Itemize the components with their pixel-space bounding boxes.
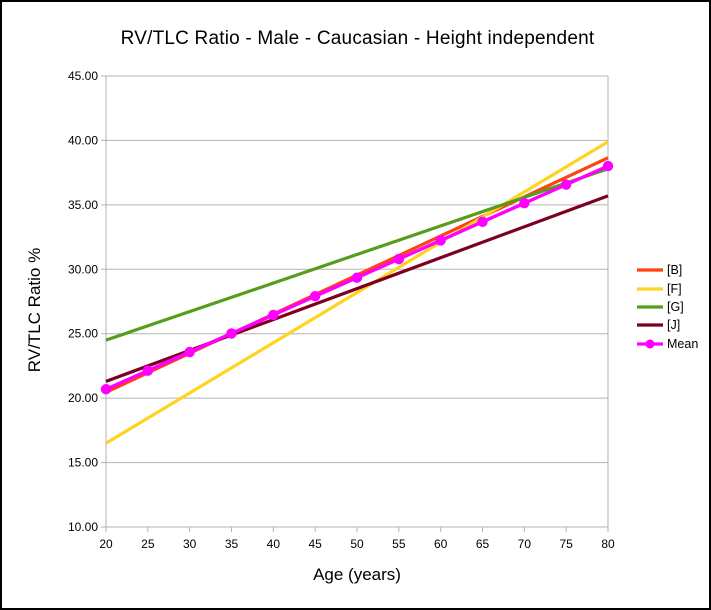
series-marker-Mean [560, 179, 572, 190]
legend: [B] [F] [G] [J] Mean [637, 261, 698, 353]
x-tick-label: 30 [183, 537, 197, 551]
legend-item-G: [G] [637, 298, 698, 316]
legend-key-icon [637, 286, 663, 291]
x-tick-label: 25 [141, 537, 155, 551]
legend-item-B: [B] [637, 261, 698, 279]
series-marker-Mean [184, 346, 195, 358]
legend-key-icon [637, 323, 663, 327]
legend-label: [F] [667, 281, 682, 296]
y-tick-label: 40.00 [68, 133, 98, 147]
y-tick-label: 10.00 [68, 520, 98, 534]
legend-label: [B] [667, 263, 683, 278]
x-tick-label: 65 [476, 537, 490, 551]
series-marker-Mean [100, 384, 112, 395]
y-tick-label: 30.00 [68, 262, 98, 276]
x-tick-label: 20 [99, 537, 113, 551]
legend-key-icon [637, 305, 663, 309]
series-marker-Mean [268, 309, 279, 321]
series-line-J [105, 194, 609, 383]
y-tick-label: 45.00 [68, 69, 98, 83]
series-line-F [105, 140, 609, 445]
legend-item-Mean: Mean [637, 335, 698, 353]
x-tick-label: 80 [601, 537, 615, 551]
legend-key-icon [637, 268, 663, 272]
x-axis-title: Age (years) [313, 565, 401, 584]
x-tick-label: 40 [267, 537, 281, 551]
y-tick-label: 35.00 [68, 198, 98, 212]
series-marker-Mean [142, 365, 154, 376]
y-tick-label: 15.00 [68, 456, 98, 470]
legend-key-icon [637, 339, 663, 349]
x-tick-label: 45 [308, 537, 322, 551]
legend-marker-sample [645, 339, 655, 349]
series-line-G [105, 167, 609, 342]
series-marker-Mean [226, 328, 237, 339]
legend-label: [G] [667, 299, 684, 314]
x-tick-label: 50 [350, 537, 364, 551]
x-tick-label: 35 [225, 537, 239, 551]
series-marker-Mean [477, 216, 488, 228]
y-tick-label: 25.00 [68, 327, 98, 341]
chart-title: RV/TLC Ratio - Male - Caucasian - Height… [120, 28, 595, 49]
series-marker-Mean [309, 291, 321, 302]
legend-label: Mean [667, 336, 699, 351]
legend-item-J: [J] [637, 316, 698, 334]
series-marker-Mean [519, 197, 530, 209]
x-tick-label: 75 [559, 537, 573, 551]
legend-label: [J] [667, 318, 681, 333]
y-axis-title: RV/TLC Ratio % [25, 247, 44, 373]
x-tick-label: 60 [434, 537, 448, 551]
x-tick-label: 70 [518, 537, 532, 551]
x-tick-label: 55 [392, 537, 406, 551]
series-marker-Mean [393, 253, 405, 265]
y-tick-label: 20.00 [68, 391, 98, 405]
series-marker-Mean [351, 272, 363, 283]
series-marker-Mean [435, 235, 446, 246]
legend-item-F: [F] [637, 279, 698, 297]
series-marker-Mean [602, 160, 614, 172]
